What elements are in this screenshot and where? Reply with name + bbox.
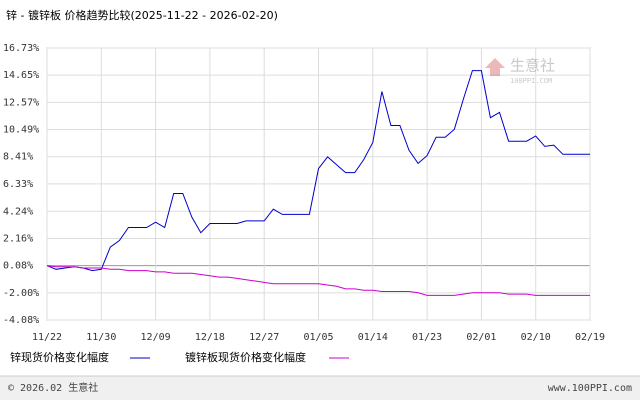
- series-line: [46, 265, 590, 296]
- series-line: [46, 70, 590, 272]
- watermark-text: 生意社: [510, 57, 555, 75]
- x-tick-label: 12/27: [249, 332, 279, 343]
- footer-left: © 2026.02 生意社: [8, 381, 98, 394]
- y-tick-label: 6.33%: [3, 179, 33, 190]
- x-tick-label: 01/14: [358, 332, 388, 343]
- watermark: 生意社 100PPI.COM: [485, 57, 555, 85]
- x-tick-label: 02/19: [575, 332, 605, 343]
- x-tick-label: 01/23: [412, 332, 442, 343]
- footer-bar: [0, 376, 640, 400]
- legend-label: 锌现货价格变化幅度: [10, 350, 109, 364]
- y-tick-label: 8.41%: [3, 152, 33, 163]
- watermark-icon: [485, 58, 505, 76]
- grid: -4.08% -2.00% 0.08% 2.16% 4.24% 6.33% 8.41% 10.…: [3, 43, 605, 343]
- x-tick-label: 02/10: [521, 332, 551, 343]
- x-tick-label: 01/05: [303, 332, 333, 343]
- y-tick-label: 16.73%: [3, 43, 39, 54]
- lines: [46, 70, 590, 296]
- x-tick-label: 12/18: [195, 332, 225, 343]
- legend: 锌现货价格变化幅度 镀锌板现货价格变化幅度: [10, 350, 349, 364]
- footer-right: www.100PPI.com: [548, 383, 632, 394]
- y-tick-label: -2.00%: [3, 288, 39, 299]
- y-tick-label: 4.24%: [3, 206, 33, 217]
- y-tick-label: -4.08%: [3, 315, 39, 326]
- x-tick-label: 12/09: [141, 332, 171, 343]
- y-tick-label: 0.08%: [3, 261, 33, 272]
- y-tick-label: 12.57%: [3, 97, 39, 108]
- y-tick-label: 2.16%: [3, 233, 33, 244]
- watermark-url: 100PPI.COM: [510, 77, 552, 85]
- chart-title: 锌 - 镀锌板 价格趋势比较(2025-11-22 - 2026-02-20): [6, 8, 278, 22]
- x-tick-label: 11/22: [32, 332, 62, 343]
- y-tick-label: 10.49%: [3, 125, 39, 136]
- x-tick-label: 11/30: [86, 332, 116, 343]
- legend-label: 镀锌板现货价格变化幅度: [185, 350, 306, 364]
- x-tick-label: 02/01: [466, 332, 496, 343]
- y-tick-label: 14.65%: [3, 70, 39, 81]
